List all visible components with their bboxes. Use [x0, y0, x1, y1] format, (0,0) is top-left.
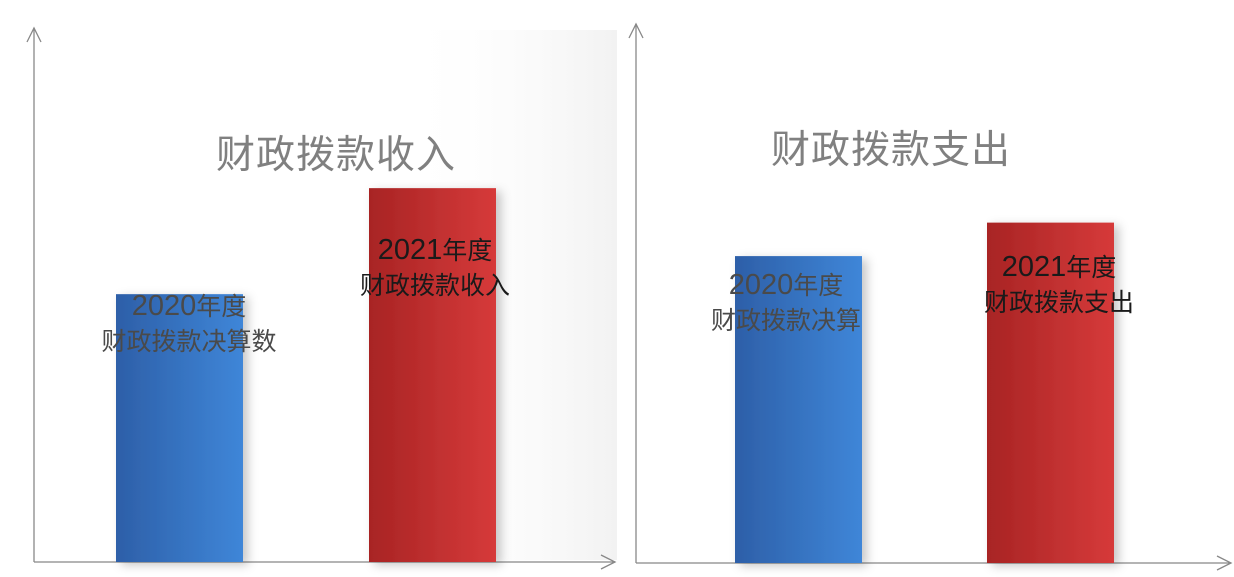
chart-title-expenditure: 财政拨款支出: [771, 128, 1012, 173]
bar-label-2020-income: 2020年度 财政拨款决算数: [74, 287, 304, 358]
bar-2020-income: [116, 294, 243, 562]
chart-panel-expenditure: 财政拨款支出 2020年度 财政拨款决算 2021年度 财政拨款支出: [617, 0, 1234, 577]
bar-label-2021-expenditure: 2021年度 财政拨款支出: [953, 248, 1165, 319]
bar-label-2021-income: 2021年度 财政拨款收入: [329, 231, 541, 302]
chart-title-income: 财政拨款收入: [216, 133, 457, 178]
bar-2020-expenditure: [735, 256, 862, 563]
bar-label-year-suffix: 年度: [442, 236, 493, 265]
bar-label-desc: 财政拨款收入: [359, 271, 510, 301]
bar-label-year-suffix: 年度: [196, 292, 247, 321]
bar-label-desc: 财政拨款决算数: [101, 327, 277, 357]
chart-panel-income: 财政拨款收入 2020年度 财政拨款决算数 2021年度 财政拨款收入: [26, 26, 617, 570]
bar-label-desc: 财政拨款支出: [983, 288, 1134, 318]
bar-label-desc: 财政拨款决算: [710, 306, 861, 336]
y-axis-arrow: [628, 22, 644, 39]
bar-2021-income: [369, 188, 496, 562]
bar-label-year-suffix: 年度: [793, 271, 844, 300]
bar-2021-expenditure: [987, 222, 1114, 563]
bar-label-year-num: 2020: [131, 290, 197, 322]
bar-label-year-num: 2020: [728, 269, 794, 301]
x-axis-arrow: [1216, 555, 1233, 571]
x-axis-arrow: [600, 554, 617, 570]
chart-canvas-expenditure: [628, 22, 1233, 571]
chart-canvas-income: [26, 26, 617, 570]
bar-label-2020-expenditure: 2020年度 财政拨款决算: [682, 266, 890, 337]
bar-label-year-num: 2021: [1001, 251, 1067, 283]
y-axis-arrow: [26, 26, 42, 43]
bar-label-year-num: 2021: [377, 234, 443, 266]
bar-label-year-suffix: 年度: [1066, 253, 1117, 282]
